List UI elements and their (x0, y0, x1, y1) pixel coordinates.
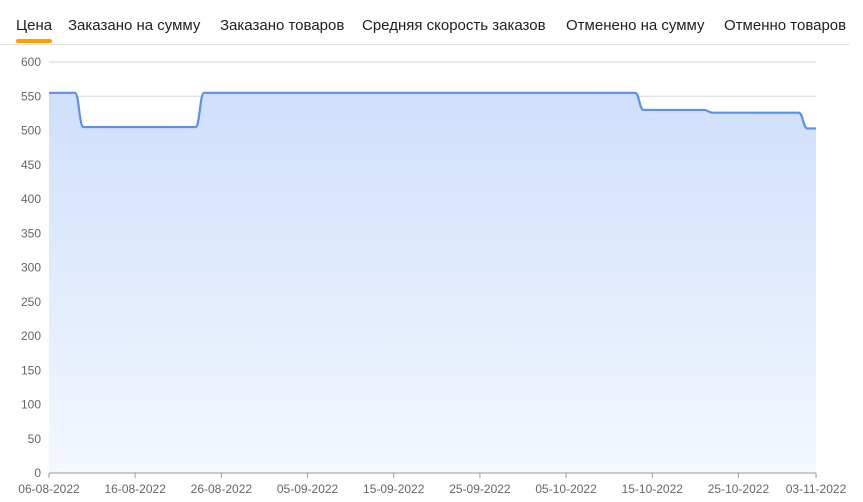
metric-tabs: Цена Заказано на сумму Заказано товаров … (0, 0, 850, 45)
x-tick-label: 16-08-2022 (104, 482, 166, 496)
axes: 0 50 100 150 200 250 300 350 400 450 500 550 600 06-0… (18, 55, 846, 496)
y-tick-label: 500 (21, 124, 41, 138)
price-area-fill (49, 92, 816, 473)
tab-average-order-speed[interactable]: Средняя скорость заказов (362, 17, 546, 34)
x-tick-label: 03-11-2022 (786, 482, 847, 496)
y-tick-label: 0 (34, 466, 41, 480)
x-tick-label: 15-09-2022 (363, 482, 425, 496)
y-tick-label: 400 (21, 192, 41, 206)
y-tick-label: 150 (21, 363, 41, 377)
y-tick-label: 200 (21, 329, 41, 343)
x-tick-label: 25-10-2022 (708, 482, 770, 496)
x-tick-label: 25-09-2022 (449, 482, 511, 496)
tab-price[interactable]: Цена (16, 17, 53, 43)
y-tick-label: 600 (21, 55, 41, 69)
y-tick-label: 550 (21, 89, 41, 103)
y-tick-label: 250 (21, 295, 41, 309)
y-tick-label: 50 (28, 432, 42, 446)
x-tick-label: 15-10-2022 (622, 482, 684, 496)
x-tick-label: 05-10-2022 (535, 482, 597, 496)
tab-cancelled-sum[interactable]: Отменено на сумму (566, 17, 705, 34)
y-tick-label: 100 (21, 398, 41, 412)
y-tick-label: 300 (21, 261, 41, 275)
y-tick-label: 450 (21, 158, 41, 172)
price-line (49, 91, 816, 130)
price-area (49, 91, 816, 473)
tab-ordered-items[interactable]: Заказано товаров (220, 17, 345, 34)
x-tick-label: 05-09-2022 (277, 482, 339, 496)
y-tick-label: 350 (21, 226, 41, 240)
x-tick-label: 26-08-2022 (191, 482, 253, 496)
tab-cancelled-items[interactable]: Отменно товаров (724, 17, 847, 34)
x-tick-label: 06-08-2022 (18, 482, 80, 496)
tab-ordered-sum[interactable]: Заказано на сумму (68, 17, 201, 34)
